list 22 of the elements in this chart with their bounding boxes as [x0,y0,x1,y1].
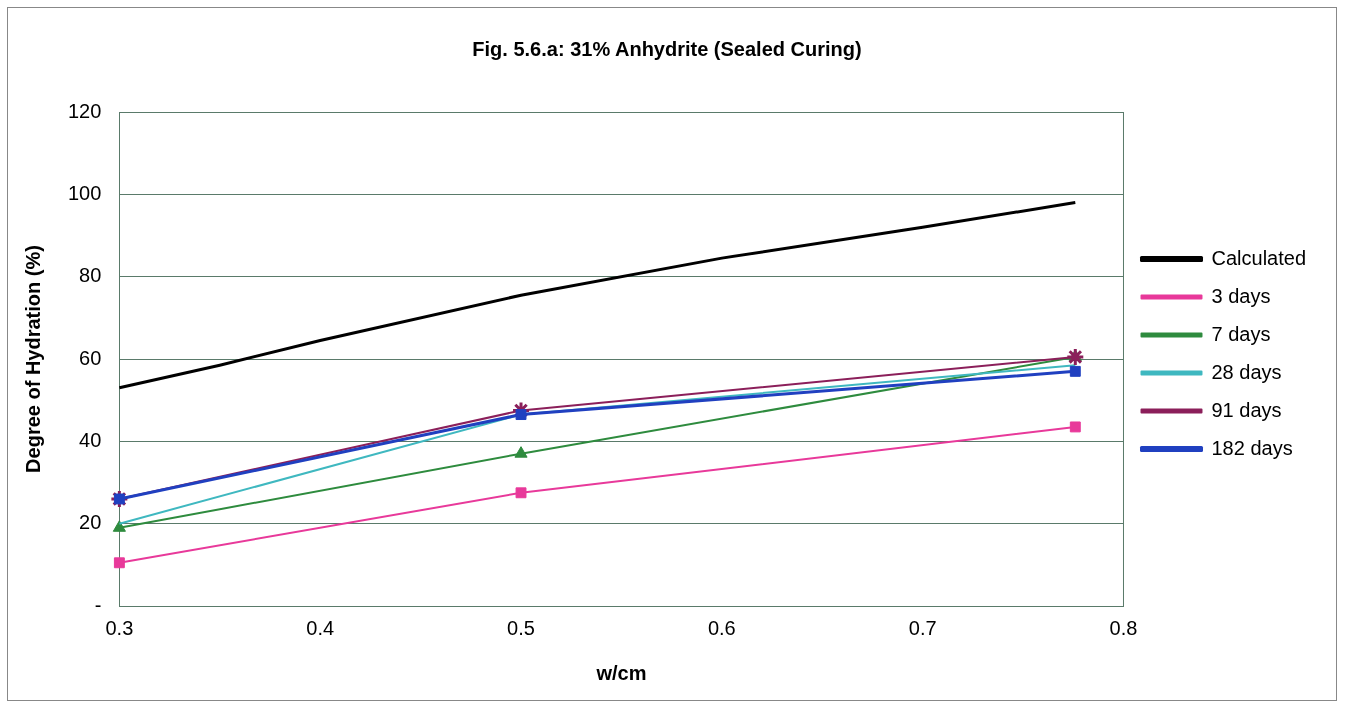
y-tick-label: 40 [79,428,102,451]
x-tick-label: 0.3 [105,616,134,639]
y-tick-label: - [94,593,102,616]
x-tick-label: 0.5 [507,616,535,639]
legend-label: 182 days [1211,436,1293,459]
x-axis-title: w/cm [595,661,647,684]
legend-label: 28 days [1211,360,1282,383]
x-tick-label: 0.7 [908,616,937,639]
legend-label: 91 days [1211,398,1282,421]
y-tick-label: 100 [67,181,102,204]
y-tick-label: 20 [79,511,102,534]
legend-label: Calculated [1211,246,1307,269]
legend-label: 7 days [1211,322,1271,345]
legend-label: 3 days [1211,284,1271,307]
y-tick-label: 60 [79,346,102,369]
x-tick-label: 0.6 [707,616,736,639]
x-tick-label: 0.4 [306,616,335,639]
y-tick-label: 80 [79,264,102,287]
y-tick-label: 120 [67,99,102,122]
x-tick-label: 0.8 [1109,616,1138,639]
chart-title: Fig. 5.6.a: 31% Anhydrite (Sealed Curing) [472,37,862,60]
y-axis-title: Degree of Hydration (%) [21,245,44,473]
